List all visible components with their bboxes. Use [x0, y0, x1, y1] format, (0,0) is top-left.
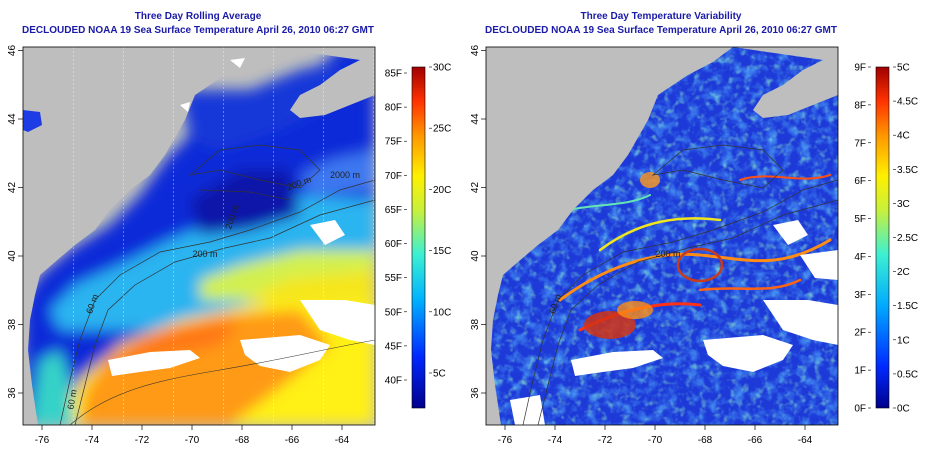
colorbar-label: 2.5C: [897, 233, 918, 244]
y-tick-label: 46: [470, 45, 481, 57]
right-hotspots: [584, 172, 724, 339]
colorbar-label: 6F: [854, 176, 866, 187]
left-colorbar-fahrenheit-labels: 40F 45F 50F 55F 60F 65F 70F 75F 80F 85F: [385, 69, 407, 387]
right-map-frame: [485, 46, 839, 426]
left-map: [23, 47, 375, 425]
left-colorbar-celsius-labels: 5C 10C 15C 20C 25C 30C: [429, 63, 451, 380]
right-panel-title: Three Day Temperature Variability DECLOU…: [441, 10, 881, 38]
x-tick-label: -76: [498, 435, 513, 446]
colorbar-label: 5C: [433, 369, 446, 380]
y-tick-label: 46: [7, 45, 18, 57]
x-tick-label: -72: [598, 435, 613, 446]
contour-label: 60 m: [65, 389, 78, 410]
y-tick-label: 44: [7, 113, 18, 125]
colorbar-label: 60F: [385, 239, 402, 250]
colorbar-label: 1F: [854, 366, 866, 377]
colorbar-label: 0F: [854, 404, 866, 415]
colorbar-label: 50F: [385, 307, 402, 318]
colorbar-label: 0C: [897, 404, 910, 415]
x-tick-label: -68: [235, 435, 250, 446]
x-tick-label: -64: [798, 435, 813, 446]
left-map-frame: [22, 46, 376, 426]
colorbar-label: 75F: [385, 137, 402, 148]
right-colorbar: [875, 66, 890, 409]
x-tick-label: -72: [135, 435, 150, 446]
contour-label: 200 m: [192, 249, 217, 259]
right-title-line2: DECLOUDED NOAA 19 Sea Surface Temperatur…: [485, 25, 837, 36]
colorbar-label: 15C: [433, 246, 451, 257]
colorbar-label: 4.5C: [897, 97, 918, 108]
right-colorbar-fahrenheit-labels: 0F 1F 2F 3F 4F 5F 6F 7F 8F 9F: [854, 63, 871, 415]
colorbar-label: 65F: [385, 205, 402, 216]
x-tick-label: -64: [335, 435, 350, 446]
left-y-axis: 36 38 40 42 44 46: [7, 45, 23, 399]
left-x-axis: -76 -74 -72 -70 -68 -66 -64: [35, 425, 350, 446]
left-gridlines: [23, 47, 375, 425]
right-title-line1: Three Day Temperature Variability: [580, 11, 742, 22]
right-x-axis: -76 -74 -72 -70 -68 -66 -64: [498, 425, 813, 446]
left-panel-title: Three Day Rolling Average DECLOUDED NOAA…: [0, 10, 418, 38]
colorbar-label: 4F: [854, 252, 866, 263]
colorbar-label: 45F: [385, 341, 402, 352]
colorbar-label: 40F: [385, 376, 402, 387]
y-tick-label: 40: [7, 250, 18, 262]
colorbar-label: 7F: [854, 138, 866, 149]
colorbar-label: 10C: [433, 307, 451, 318]
x-tick-label: -74: [548, 435, 563, 446]
right-colorbar-celsius-labels: 0C 0.5C 1C 1.5C 2C 2.5C 3C 3.5C 4C 4.5C 5C: [893, 63, 918, 415]
colorbar-label: 5F: [854, 214, 866, 225]
x-tick-label: -74: [85, 435, 100, 446]
x-tick-label: -76: [35, 435, 50, 446]
colorbar-label: 30C: [433, 63, 451, 74]
left-title-line1: Three Day Rolling Average: [134, 11, 262, 22]
colorbar-label: 3.5C: [897, 165, 918, 176]
colorbar-label: 2F: [854, 328, 866, 339]
colorbar-label: 1.5C: [897, 301, 918, 312]
right-us-coast: [486, 47, 733, 425]
x-tick-label: -68: [698, 435, 713, 446]
right-y-axis: 36 38 40 42 44 46: [470, 45, 486, 399]
right-nova-scotia: [733, 47, 838, 118]
y-tick-label: 36: [470, 387, 481, 399]
right-bathymetry-contours: [522, 144, 838, 425]
colorbar-label: 85F: [385, 69, 402, 80]
colorbar-label: 3C: [897, 199, 910, 210]
x-tick-label: -70: [185, 435, 200, 446]
y-tick-label: 42: [7, 182, 18, 194]
colorbar-label: 55F: [385, 273, 402, 284]
colorbar-label: 25C: [433, 124, 451, 135]
x-tick-label: -66: [285, 435, 300, 446]
colorbar-label: 1C: [897, 335, 910, 346]
colorbar-label: 3F: [854, 290, 866, 301]
colorbar-label: 5C: [897, 63, 910, 74]
colorbar-label: 70F: [385, 171, 402, 182]
y-tick-label: 44: [470, 113, 481, 125]
contour-label: 2000 m: [330, 170, 360, 180]
y-tick-label: 38: [470, 319, 481, 331]
y-tick-label: 38: [7, 319, 18, 331]
colorbar-label: 20C: [433, 185, 451, 196]
colorbar-label: 9F: [854, 63, 866, 74]
x-tick-label: -70: [648, 435, 663, 446]
y-tick-label: 36: [7, 387, 18, 399]
x-tick-label: -66: [748, 435, 763, 446]
right-cloud-mask: [510, 220, 838, 425]
colorbar-label: 80F: [385, 103, 402, 114]
right-map: [486, 47, 838, 425]
contour-label: 200 m: [655, 249, 680, 259]
colorbar-label: 0.5C: [897, 369, 918, 380]
y-tick-label: 42: [470, 182, 481, 194]
y-tick-label: 40: [470, 250, 481, 262]
colorbar-label: 2C: [897, 267, 910, 278]
left-colorbar: [411, 66, 426, 409]
colorbar-label: 4C: [897, 131, 910, 142]
colorbar-label: 8F: [854, 100, 866, 111]
left-title-line2: DECLOUDED NOAA 19 Sea Surface Temperatur…: [22, 25, 374, 36]
